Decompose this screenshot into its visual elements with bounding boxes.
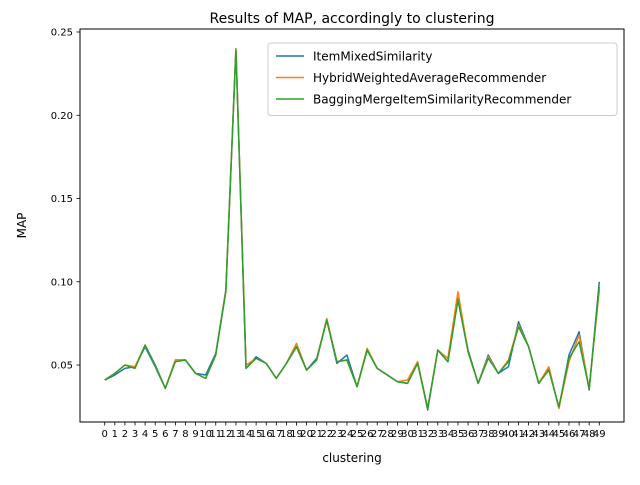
x-tick-label: 24 [341, 429, 354, 440]
x-tick-label: 22 [320, 429, 333, 440]
x-tick-label: 31 [411, 429, 424, 440]
x-tick-label: 25 [351, 429, 364, 440]
series-line-2 [104, 49, 601, 410]
x-tick-label: 20 [300, 429, 313, 440]
y-tick-label: 0.20 [51, 111, 73, 122]
legend-label: HybridWeightedAverageRecommender [313, 71, 546, 85]
x-tick-label: 37 [472, 429, 485, 440]
x-tick-label: 33 [431, 429, 444, 440]
x-tick-label: 12 [219, 429, 232, 440]
x-tick-label: 28 [381, 429, 394, 440]
x-tick-label: 35 [452, 429, 465, 440]
x-tick-label: 17 [270, 429, 283, 440]
plot-frame [79, 28, 625, 423]
y-axis-label: MAP [15, 213, 29, 239]
x-tick-label: 39 [492, 429, 505, 440]
x-tick-label: 7 [172, 429, 178, 440]
x-tick-label: 8 [182, 429, 188, 440]
x-tick-label: 18 [280, 429, 293, 440]
x-tick-label: 16 [260, 429, 273, 440]
x-tick-label: 32 [421, 429, 434, 440]
x-tick-label: 4 [142, 429, 148, 440]
x-tick-label: 6 [162, 429, 168, 440]
x-tick-label: 41 [512, 429, 525, 440]
x-tick-label: 23 [330, 429, 343, 440]
x-tick-label: 40 [502, 429, 515, 440]
x-tick-label: 2 [122, 429, 128, 440]
x-tick-label: 15 [250, 429, 263, 440]
y-tick-label: 0.25 [51, 27, 73, 38]
y-tick-label: 0.15 [51, 194, 73, 205]
x-tick-label: 29 [391, 429, 404, 440]
legend-box [267, 42, 618, 116]
x-tick-label: 0 [102, 429, 108, 440]
x-tick-label: 38 [482, 429, 495, 440]
legend: ItemMixedSimilarity HybridWeightedAverage… [267, 42, 618, 116]
x-tick-label: 43 [532, 429, 545, 440]
x-tick-label: 45 [553, 429, 566, 440]
x-tick-label: 5 [152, 429, 158, 440]
y-tick-label: 0.05 [51, 361, 73, 372]
x-tick-label: 30 [401, 429, 414, 440]
x-tick-label: 14 [240, 429, 253, 440]
x-tick-label: 26 [361, 429, 374, 440]
x-tick-label: 9 [192, 429, 198, 440]
x-axis: 0 1 2 3 4 5 6 7 8 9 101112131415161718192021222324… [102, 422, 606, 440]
x-tick-label: 42 [522, 429, 535, 440]
chart-title: Results of MAP, accordingly to clusterin… [210, 11, 495, 27]
x-tick-label: 13 [230, 429, 243, 440]
y-axis: 0.05 0.10 0.15 0.20 0.25 [51, 27, 80, 372]
x-tick-label: 48 [583, 429, 596, 440]
x-tick-label: 34 [442, 429, 455, 440]
x-tick-label: 36 [462, 429, 475, 440]
x-tick-label: 11 [209, 429, 222, 440]
legend-label: BaggingMergeItemSimilarityRecommender [313, 93, 571, 107]
x-tick-label: 49 [593, 429, 606, 440]
legend-label: ItemMixedSimilarity [313, 50, 432, 64]
x-tick-label: 47 [573, 429, 586, 440]
x-tick-label: 10 [199, 429, 212, 440]
x-tick-label: 3 [132, 429, 138, 440]
x-tick-label: 19 [290, 429, 303, 440]
x-axis-label: clustering [322, 451, 381, 465]
x-tick-label: 44 [542, 429, 555, 440]
x-tick-label: 21 [310, 429, 323, 440]
x-tick-label: 27 [371, 429, 384, 440]
x-tick-label: 1 [112, 429, 118, 440]
x-tick-label: 46 [563, 429, 576, 440]
y-tick-label: 0.10 [51, 277, 73, 288]
series-layer [104, 47, 601, 411]
